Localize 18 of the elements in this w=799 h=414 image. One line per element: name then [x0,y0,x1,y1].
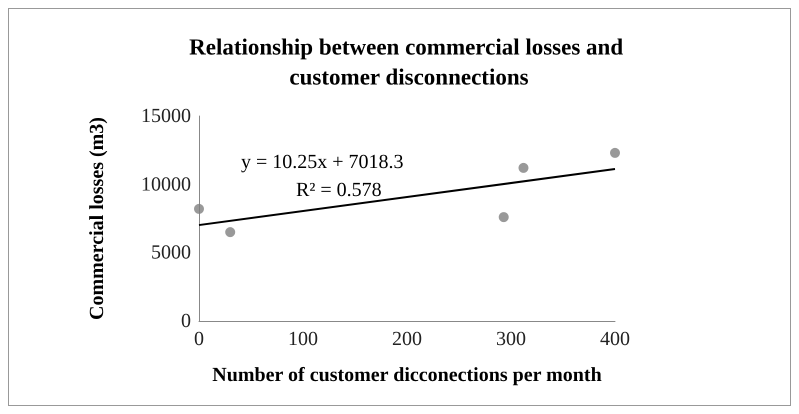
x-tick-label: 100 [288,328,318,350]
y-tick-label: 15000 [141,105,191,127]
y-axis-title: Commercial losses (m3) [86,117,108,320]
point [498,212,509,222]
point [518,162,528,173]
x-tick-label: 400 [600,328,630,350]
chart-title: Relationship between commercial losses and customer disconnections [189,34,629,90]
x-tick-label: 200 [392,328,422,350]
point [194,204,204,214]
annotation: R² = 0.578 [296,179,382,201]
y-tick-label: 5000 [151,242,191,264]
y-tick-label: 10000 [141,173,191,196]
x-axis-title: Number of customer dicconections per month [212,364,602,386]
annotation: y = 10.25x + 7018.3 [241,151,404,173]
x-tick-label: 300 [496,328,526,350]
y-tick-label: 0 [181,310,191,332]
point [225,227,236,238]
point [610,148,620,158]
